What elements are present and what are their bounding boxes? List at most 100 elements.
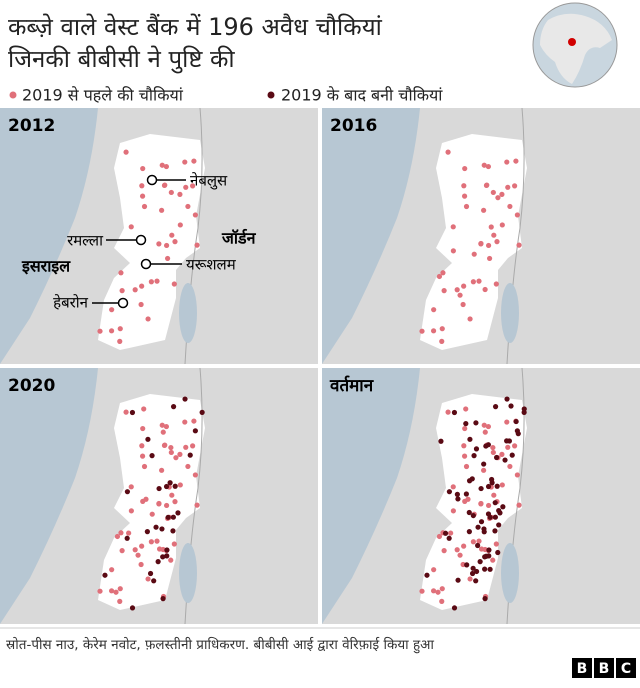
outpost-dot bbox=[492, 500, 498, 506]
outpost-dot bbox=[482, 429, 488, 435]
outpost-dot bbox=[439, 598, 445, 604]
outpost-dot bbox=[486, 547, 492, 553]
outpost-dot bbox=[450, 508, 456, 514]
outpost-dot bbox=[481, 461, 487, 467]
panel-label: 2020 bbox=[8, 376, 55, 396]
outpost-dot bbox=[147, 570, 154, 577]
west-bank bbox=[420, 134, 527, 350]
outpost-dot bbox=[470, 539, 476, 545]
outpost-dot bbox=[431, 567, 437, 573]
outpost-dot bbox=[141, 463, 148, 470]
outpost-dot bbox=[485, 483, 492, 490]
outpost-dot bbox=[490, 557, 496, 563]
outpost-dot bbox=[469, 570, 476, 577]
outpost-dot bbox=[139, 283, 145, 289]
outpost-dot bbox=[467, 576, 473, 582]
outpost-dot bbox=[499, 482, 505, 488]
country-label: जॉर्डन bbox=[221, 229, 257, 248]
outpost-dot bbox=[478, 240, 484, 247]
outpost-dot bbox=[149, 511, 155, 517]
panel-label: 2016 bbox=[330, 116, 377, 136]
outpost-dot bbox=[168, 189, 174, 196]
outpost-dot bbox=[481, 207, 487, 213]
outpost-dot bbox=[442, 530, 449, 536]
outpost-dot bbox=[168, 444, 174, 451]
outpost-dot bbox=[109, 567, 115, 573]
outpost-dot bbox=[145, 436, 151, 442]
outpost-dot bbox=[451, 409, 458, 416]
map-panel bbox=[322, 368, 640, 624]
outpost-dot bbox=[172, 483, 178, 489]
outpost-dot bbox=[494, 483, 500, 489]
outpost-dot bbox=[183, 184, 189, 190]
outpost-dot bbox=[139, 453, 146, 459]
outpost-dot bbox=[499, 451, 505, 457]
outpost-dot bbox=[463, 491, 469, 497]
outpost-dot bbox=[199, 409, 205, 415]
outpost-dot bbox=[164, 547, 170, 553]
title-line: कब्ज़े वाले वेस्ट बैंक में 196 अवैध चौकि… bbox=[8, 13, 383, 41]
outpost-dot bbox=[164, 553, 170, 559]
outpost-dot bbox=[172, 239, 178, 245]
outpost-dot bbox=[194, 502, 200, 508]
outpost-dot bbox=[124, 535, 130, 541]
outpost-dot bbox=[164, 502, 170, 509]
outpost-dot bbox=[462, 165, 468, 172]
outpost-dot bbox=[481, 529, 487, 535]
outpost-dot bbox=[171, 541, 177, 547]
outpost-dot bbox=[482, 566, 488, 572]
place-label: नेबलुस bbox=[190, 172, 228, 191]
outpost-dot bbox=[141, 203, 148, 210]
outpost-dot bbox=[159, 162, 165, 168]
west-bank bbox=[98, 394, 205, 610]
logo-letter: C bbox=[621, 661, 631, 677]
legend-label: 2019 के बाद बनी चौकियां bbox=[281, 86, 443, 105]
outpost-dot bbox=[478, 485, 484, 492]
outpost-dot bbox=[119, 288, 125, 294]
outpost-dot bbox=[436, 533, 443, 540]
outpost-dot bbox=[128, 224, 134, 230]
outpost-dot bbox=[461, 183, 467, 189]
outpost-dot bbox=[430, 588, 437, 594]
outpost-dot bbox=[475, 542, 481, 549]
outpost-dot bbox=[170, 514, 176, 520]
outpost-dot bbox=[156, 485, 162, 492]
outpost-dot bbox=[481, 422, 487, 428]
outpost-dot bbox=[139, 443, 145, 449]
outpost-dot bbox=[483, 553, 489, 559]
outpost-dot bbox=[493, 281, 499, 287]
outpost-dot bbox=[454, 287, 460, 293]
outpost-dot bbox=[182, 159, 188, 165]
outpost-dot bbox=[516, 502, 522, 508]
dead-sea bbox=[179, 543, 197, 603]
outpost-dot bbox=[419, 588, 425, 594]
outpost-dot bbox=[118, 530, 124, 536]
outpost-dot bbox=[132, 547, 138, 553]
outpost-dot bbox=[151, 578, 157, 584]
outpost-dot bbox=[450, 248, 456, 254]
outpost-dot bbox=[490, 449, 496, 456]
outpost-dot bbox=[514, 212, 520, 218]
outpost-dot bbox=[470, 512, 476, 519]
outpost-dot bbox=[462, 425, 468, 432]
logo-box bbox=[594, 658, 614, 678]
outpost-dot bbox=[467, 436, 473, 442]
outpost-dot bbox=[492, 404, 499, 410]
outpost-dot bbox=[441, 548, 447, 554]
outpost-dot bbox=[485, 163, 491, 170]
outpost-dot bbox=[97, 328, 103, 334]
outpost-dot bbox=[126, 530, 132, 536]
outpost-dot bbox=[168, 557, 174, 563]
outpost-dot bbox=[450, 224, 456, 230]
outpost-dot bbox=[135, 552, 141, 558]
outpost-dot bbox=[461, 453, 468, 459]
outpost-dot bbox=[489, 476, 495, 483]
outpost-dot bbox=[471, 453, 477, 459]
legend-swatch bbox=[9, 91, 17, 99]
outpost-dot bbox=[496, 522, 502, 528]
outpost-dot bbox=[119, 548, 125, 554]
outpost-dot bbox=[500, 504, 506, 510]
outpost-dot bbox=[463, 421, 469, 427]
outpost-dot bbox=[172, 499, 178, 505]
